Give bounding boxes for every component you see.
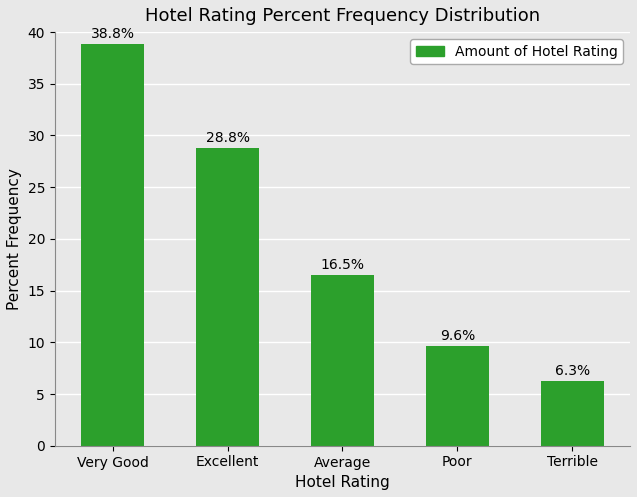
Text: 16.5%: 16.5% — [320, 258, 364, 272]
Bar — [311, 275, 374, 446]
Bar — [196, 148, 259, 446]
Text: 38.8%: 38.8% — [90, 27, 134, 41]
X-axis label: Hotel Rating: Hotel Rating — [295, 475, 390, 490]
Title: Hotel Rating Percent Frequency Distribution: Hotel Rating Percent Frequency Distribut… — [145, 7, 540, 25]
Legend: Amount of Hotel Rating: Amount of Hotel Rating — [410, 39, 623, 64]
Bar — [426, 346, 489, 446]
Text: 28.8%: 28.8% — [206, 131, 250, 145]
Bar — [81, 44, 144, 446]
Text: 9.6%: 9.6% — [440, 330, 475, 343]
Text: 6.3%: 6.3% — [555, 363, 590, 378]
Bar — [541, 381, 604, 446]
Y-axis label: Percent Frequency: Percent Frequency — [7, 168, 22, 310]
